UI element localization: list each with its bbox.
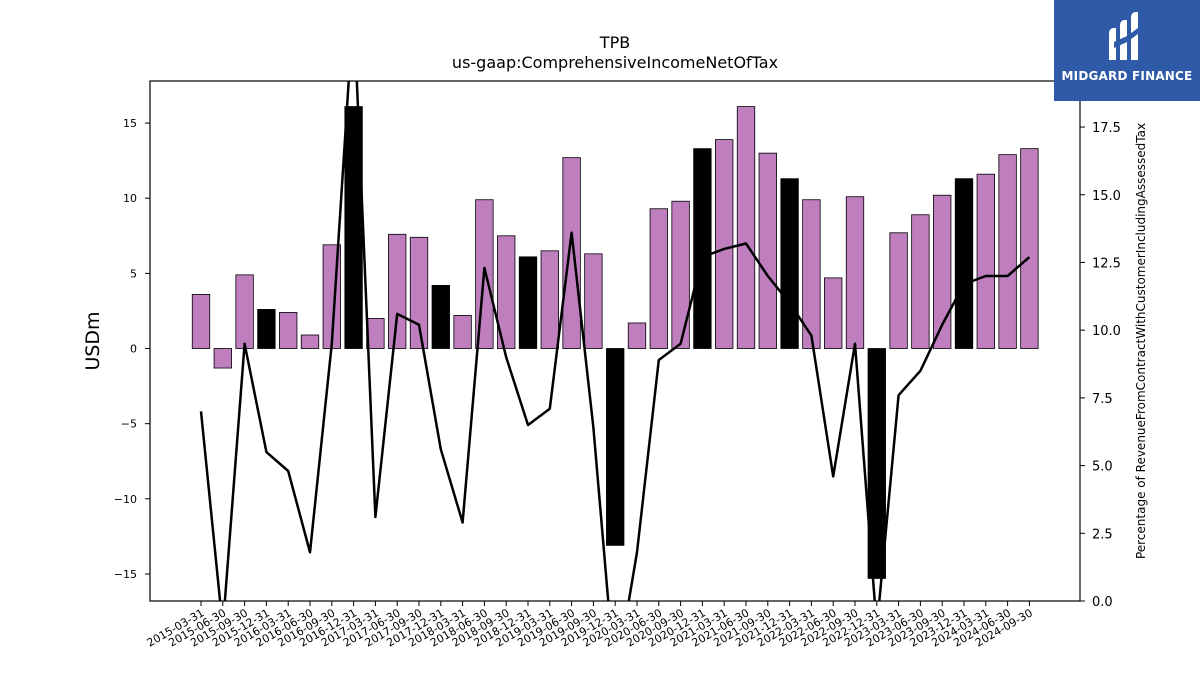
bar-2020-03-31: [627, 322, 647, 349]
bar-2023-06-30: [911, 214, 930, 349]
y-tick-label: −15: [114, 568, 137, 581]
y-tick-label: 15: [123, 117, 137, 130]
midgard-finance-logo: MIDGARD FINANCE: [1054, 0, 1200, 101]
y2-tick-label: 10.0: [1092, 324, 1121, 339]
y-tick-label: 10: [123, 192, 137, 205]
y-tick-label: 0: [130, 343, 137, 356]
axes: −15 −10 −5 0 5 10 15 0.0 2.5 5.0 7.5 10.0 12.5 15.0 17…: [114, 80, 1121, 650]
bar-2018-12-31: [518, 256, 538, 349]
chart-subtitle: us-gaap:ComprehensiveIncomeNetOfTax: [452, 53, 778, 72]
bar-2018-09-30: [497, 235, 516, 349]
bar-2017-12-31: [431, 284, 450, 349]
bar-2015-03-31: [191, 294, 211, 349]
chart-title: TPB: [599, 33, 630, 52]
y2-tick-label: 2.5: [1092, 527, 1113, 542]
bar-series: [191, 106, 1039, 579]
bar-2022-09-30: [845, 196, 865, 349]
bar-2021-03-31: [715, 139, 734, 349]
logo-text: MIDGARD FINANCE: [1061, 69, 1193, 83]
bar-2015-09-30: [235, 274, 254, 349]
y2-tick-label: 5.0: [1092, 460, 1113, 475]
logo-mark-icon: [1109, 12, 1138, 60]
y-tick-label: 5: [130, 267, 137, 280]
bar-2024-03-31: [976, 173, 995, 349]
bar-2016-06-30: [300, 334, 320, 349]
y2-axis-label: Percentage of RevenueFromContractWithCus…: [1134, 123, 1148, 559]
bar-2022-06-30: [824, 277, 843, 349]
bar-2017-09-30: [409, 236, 429, 349]
bar-2020-12-31: [693, 148, 712, 349]
line-series: [199, 81, 1031, 601]
line-path: [199, 81, 1031, 601]
y2-tick-label: 0.0: [1092, 595, 1113, 610]
y2-tick-label: 15.0: [1092, 189, 1121, 204]
y-tick-label: −5: [121, 418, 137, 431]
bar-2023-09-30: [933, 194, 952, 349]
bar-2021-12-31: [780, 178, 799, 349]
bar-2023-12-31: [954, 178, 974, 349]
bar-2015-12-31: [257, 309, 276, 349]
y2-tick-label: 7.5: [1092, 392, 1113, 407]
y2-tick-label: 17.5: [1092, 121, 1121, 136]
bar-2021-09-30: [758, 152, 777, 349]
bar-2018-03-31: [453, 315, 472, 349]
bar-2019-12-31: [606, 348, 625, 546]
bar-2017-06-30: [388, 233, 407, 349]
y2-tick-label: 12.5: [1092, 256, 1121, 271]
y-axis-label: USDm: [82, 311, 104, 370]
bar-2021-06-30: [736, 106, 756, 349]
bar-2019-09-30: [584, 253, 603, 349]
bar-2020-09-30: [671, 200, 690, 349]
bar-2019-03-31: [540, 250, 559, 349]
bar-2020-06-30: [649, 208, 668, 349]
bar-2024-09-30: [1020, 148, 1039, 349]
y-tick-label: −10: [114, 493, 137, 506]
bar-2024-06-30: [998, 154, 1017, 349]
bar-2015-06-30: [213, 348, 232, 369]
bar-2023-03-31: [889, 232, 908, 349]
bar-2016-03-31: [279, 312, 298, 349]
bar-2019-06-30: [562, 157, 581, 349]
bar-2022-03-31: [802, 199, 821, 349]
bar-2022-12-31: [867, 348, 886, 579]
